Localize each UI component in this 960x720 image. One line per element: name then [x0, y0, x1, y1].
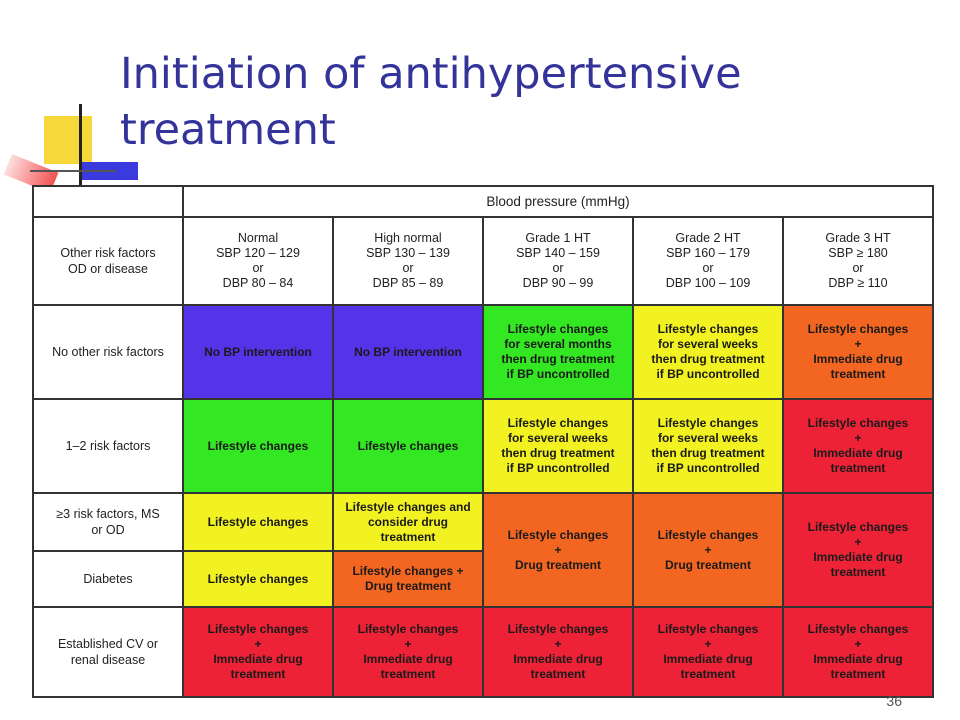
- decorative-vertical-line: [79, 104, 82, 192]
- column-header-grade1: Grade 1 HT SBP 140 – 159 or DBP 90 – 99: [482, 216, 634, 306]
- cell-established-cv-grade1: Lifestyle changes + Immediate drug treat…: [482, 606, 634, 698]
- cell-text: Lifestyle changes + Immediate drug treat…: [507, 622, 609, 681]
- cell-established-cv-normal: Lifestyle changes + Immediate drug treat…: [182, 606, 334, 698]
- cell-1-2-risk-grade3: Lifestyle changes + Immediate drug treat…: [781, 398, 935, 494]
- column-header-normal-label: Normal SBP 120 – 129 or DBP 80 – 84: [216, 231, 300, 290]
- cell-text: Lifestyle changes + Immediate drug treat…: [657, 622, 759, 681]
- column-header-grade1-label: Grade 1 HT SBP 140 – 159 or DBP 90 – 99: [516, 231, 600, 290]
- cell-3plus-risk-normal: Lifestyle changes: [182, 492, 334, 552]
- cell-3plus-diabetes-grade1: Lifestyle changes + Drug treatment: [482, 492, 634, 608]
- row-header-no-risk-label: No other risk factors: [52, 345, 164, 359]
- row-header-no-risk: No other risk factors: [32, 304, 184, 400]
- column-header-high-normal: High normal SBP 130 – 139 or DBP 85 – 89: [332, 216, 484, 306]
- cell-text: No BP intervention: [354, 344, 462, 359]
- cell-text: Lifestyle changes + Immediate drug treat…: [807, 416, 909, 475]
- cell-3plus-diabetes-grade2: Lifestyle changes + Drug treatment: [632, 492, 784, 608]
- row-header-diabetes-label: Diabetes: [83, 572, 133, 586]
- cell-text: Lifestyle changes + Immediate drug treat…: [207, 622, 309, 681]
- cell-text: Lifestyle changes: [207, 514, 309, 529]
- cell-1-2-risk-normal: Lifestyle changes: [182, 398, 334, 494]
- decorative-horizontal-line: [30, 170, 116, 172]
- column-header-normal: Normal SBP 120 – 129 or DBP 80 – 84: [182, 216, 334, 306]
- cell-3plus-risk-high-normal: Lifestyle changes and consider drug trea…: [332, 492, 484, 552]
- blank-corner-cell: [32, 185, 184, 218]
- cell-diabetes-high-normal: Lifestyle changes + Drug treatment: [332, 550, 484, 608]
- page-number: 36: [886, 694, 902, 708]
- cell-1-2-risk-grade2: Lifestyle changes for several weeks then…: [632, 398, 784, 494]
- cell-diabetes-normal: Lifestyle changes: [182, 550, 334, 608]
- row-header-1-2-risk-label: 1–2 risk factors: [65, 439, 151, 453]
- cell-text: No BP intervention: [204, 344, 312, 359]
- row-header-1-2-risk: 1–2 risk factors: [32, 398, 184, 494]
- cell-text: Lifestyle changes + Immediate drug treat…: [807, 322, 909, 381]
- slide-title: Initiation of antihypertensive treatment: [120, 49, 742, 155]
- cell-text: Lifestyle changes + Drug treatment: [507, 527, 609, 572]
- column-header-grade2-label: Grade 2 HT SBP 160 – 179 or DBP 100 – 10…: [665, 231, 751, 290]
- cell-established-cv-grade2: Lifestyle changes + Immediate drug treat…: [632, 606, 784, 698]
- cell-text: Lifestyle changes for several weeks then…: [501, 416, 615, 475]
- decorative-yellow-square: [44, 116, 92, 164]
- cell-no-risk-normal: No BP intervention: [182, 304, 334, 400]
- cell-1-2-risk-high-normal: Lifestyle changes: [332, 398, 484, 494]
- cell-no-risk-grade1: Lifestyle changes for several months the…: [482, 304, 634, 400]
- row-header-3plus-risk: ≥3 risk factors, MS or OD: [32, 492, 184, 552]
- column-header-high-normal-label: High normal SBP 130 – 139 or DBP 85 – 89: [366, 231, 450, 290]
- column-header-grade3-label: Grade 3 HT SBP ≥ 180 or DBP ≥ 110: [825, 231, 891, 290]
- cell-text: Lifestyle changes for several months the…: [501, 322, 615, 381]
- cell-text: Lifestyle changes + Immediate drug treat…: [807, 520, 909, 579]
- cell-3plus-diabetes-grade3: Lifestyle changes + Immediate drug treat…: [781, 492, 935, 608]
- cell-text: Lifestyle changes for several weeks then…: [651, 416, 765, 475]
- cell-established-cv-grade3: Lifestyle changes + Immediate drug treat…: [781, 606, 935, 698]
- cell-text: Lifestyle changes + Drug treatment: [352, 564, 464, 593]
- cell-text: Lifestyle changes for several weeks then…: [651, 322, 765, 381]
- row-header-established-cv: Established CV or renal disease: [32, 606, 184, 698]
- column-header-grade2: Grade 2 HT SBP 160 – 179 or DBP 100 – 10…: [632, 216, 784, 306]
- cell-text: Lifestyle changes + Immediate drug treat…: [807, 622, 909, 681]
- cell-text: Lifestyle changes: [207, 571, 309, 586]
- row-header-diabetes: Diabetes: [32, 550, 184, 608]
- cell-text: Lifestyle changes and consider drug trea…: [345, 499, 471, 544]
- cell-text: Lifestyle changes + Drug treatment: [657, 527, 759, 572]
- cell-no-risk-grade3: Lifestyle changes + Immediate drug treat…: [781, 304, 935, 400]
- cell-established-cv-high-normal: Lifestyle changes + Immediate drug treat…: [332, 606, 484, 698]
- cell-no-risk-grade2: Lifestyle changes for several weeks then…: [632, 304, 784, 400]
- cell-1-2-risk-grade1: Lifestyle changes for several weeks then…: [482, 398, 634, 494]
- column-header-grade3: Grade 3 HT SBP ≥ 180 or DBP ≥ 110: [781, 216, 935, 306]
- risk-factors-header: Other risk factors OD or disease: [32, 216, 184, 306]
- bp-treatment-table: Blood pressure (mmHg) Other risk factors…: [32, 185, 935, 698]
- cell-text: Lifestyle changes + Immediate drug treat…: [357, 622, 459, 681]
- cell-no-risk-high-normal: No BP intervention: [332, 304, 484, 400]
- cell-text: Lifestyle changes: [207, 438, 309, 453]
- row-header-3plus-risk-label: ≥3 risk factors, MS or OD: [56, 507, 160, 537]
- cell-text: Lifestyle changes: [357, 438, 459, 453]
- row-header-established-cv-label: Established CV or renal disease: [57, 637, 159, 667]
- risk-factors-header-label: Other risk factors OD or disease: [60, 246, 156, 276]
- bp-header: Blood pressure (mmHg): [181, 185, 935, 218]
